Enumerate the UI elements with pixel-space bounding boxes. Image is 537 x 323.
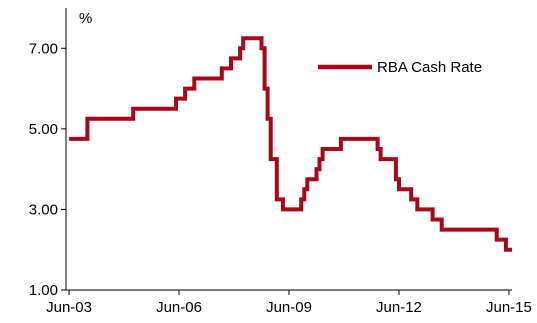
y-tick-label: 3.00	[29, 201, 58, 218]
y-tick-label: 1.00	[29, 282, 58, 299]
y-tick-label: 5.00	[29, 121, 58, 138]
x-tick-label: Jun-15	[486, 299, 532, 316]
x-tick-label: Jun-12	[376, 299, 422, 316]
y-tick-label: 7.00	[29, 40, 58, 57]
legend: RBA Cash Rate	[318, 59, 482, 76]
tick-labels: 1.00 3.00 5.00 7.00 Jun-03 Jun-06 Jun-09 Jun-12…	[29, 40, 532, 316]
x-tick-label: Jun-09	[266, 299, 312, 316]
legend-label: RBA Cash Rate	[377, 59, 482, 76]
y-axis-unit-label: %	[79, 10, 92, 27]
x-tick-label: Jun-03	[46, 299, 92, 316]
axes	[61, 8, 512, 295]
x-tick-label: Jun-06	[156, 299, 202, 316]
series-line-0	[69, 36, 512, 252]
series-layer	[69, 36, 512, 252]
